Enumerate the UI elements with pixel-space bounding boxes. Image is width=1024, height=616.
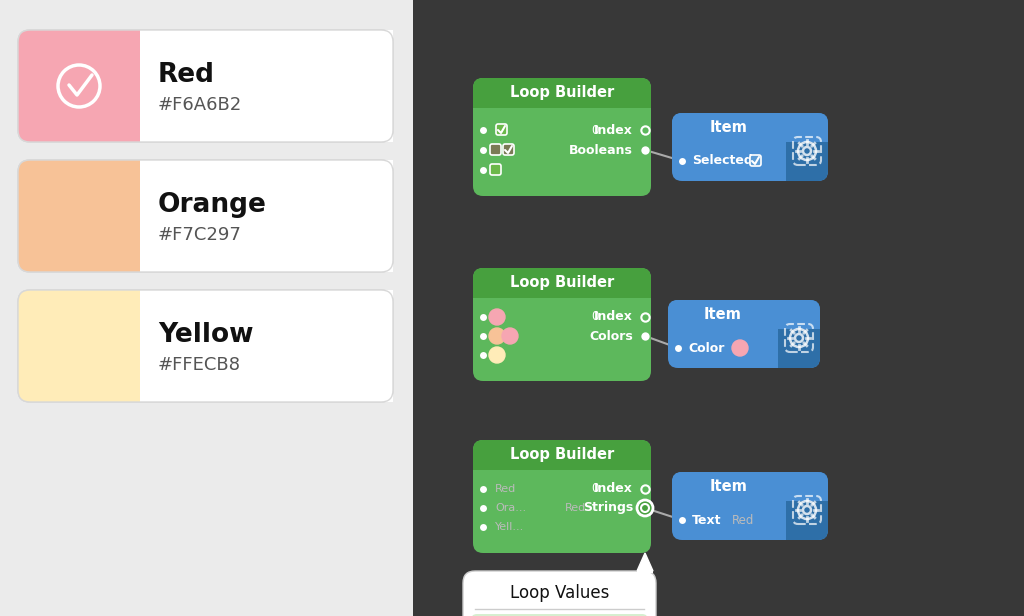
FancyBboxPatch shape [128, 160, 140, 272]
FancyBboxPatch shape [18, 30, 140, 142]
FancyBboxPatch shape [413, 0, 1024, 616]
FancyBboxPatch shape [668, 300, 820, 329]
FancyBboxPatch shape [503, 144, 514, 155]
Text: Red: Red [158, 62, 215, 88]
Text: Orange: Orange [158, 192, 267, 218]
Text: 0: 0 [592, 123, 599, 137]
Text: #FFECB8: #FFECB8 [158, 356, 241, 374]
FancyBboxPatch shape [473, 93, 651, 108]
FancyBboxPatch shape [140, 30, 393, 142]
Text: Item: Item [705, 307, 742, 322]
FancyBboxPatch shape [471, 614, 648, 616]
FancyBboxPatch shape [140, 160, 393, 272]
FancyBboxPatch shape [473, 268, 651, 381]
Text: Yellow: Yellow [158, 322, 254, 348]
FancyBboxPatch shape [668, 300, 820, 368]
Text: #F6A6B2: #F6A6B2 [158, 96, 243, 114]
Text: Ora...: Ora... [495, 503, 526, 513]
FancyBboxPatch shape [672, 113, 828, 181]
Text: Loop Builder: Loop Builder [510, 447, 614, 463]
FancyBboxPatch shape [496, 124, 507, 135]
Text: Red: Red [732, 514, 755, 527]
FancyBboxPatch shape [473, 440, 651, 470]
Circle shape [732, 340, 748, 356]
FancyBboxPatch shape [473, 78, 651, 196]
FancyBboxPatch shape [140, 290, 393, 402]
FancyBboxPatch shape [18, 290, 393, 402]
FancyBboxPatch shape [786, 472, 798, 540]
Text: Index: Index [594, 123, 633, 137]
FancyBboxPatch shape [672, 128, 828, 142]
FancyBboxPatch shape [473, 440, 651, 553]
FancyBboxPatch shape [0, 0, 413, 616]
FancyBboxPatch shape [786, 113, 798, 181]
Circle shape [489, 328, 505, 344]
FancyBboxPatch shape [473, 78, 651, 108]
FancyBboxPatch shape [473, 268, 651, 298]
Text: Red: Red [495, 484, 516, 494]
FancyBboxPatch shape [18, 160, 393, 272]
FancyBboxPatch shape [18, 30, 393, 142]
Text: Index: Index [594, 482, 633, 495]
FancyBboxPatch shape [672, 472, 828, 501]
Text: Color: Color [688, 341, 724, 354]
Text: Text: Text [692, 514, 722, 527]
FancyBboxPatch shape [672, 487, 828, 501]
Circle shape [637, 500, 653, 516]
FancyBboxPatch shape [473, 455, 651, 470]
Text: Booleans: Booleans [569, 144, 633, 156]
FancyBboxPatch shape [128, 30, 140, 142]
Circle shape [489, 347, 505, 363]
FancyBboxPatch shape [786, 472, 828, 540]
Text: Index: Index [594, 310, 633, 323]
Text: Selected: Selected [692, 155, 753, 168]
FancyBboxPatch shape [750, 155, 761, 166]
Text: Loop Values: Loop Values [510, 584, 609, 602]
Circle shape [502, 328, 518, 344]
FancyBboxPatch shape [490, 144, 501, 155]
Text: Red: Red [565, 503, 586, 513]
Text: Item: Item [710, 120, 748, 135]
FancyBboxPatch shape [490, 164, 501, 175]
FancyBboxPatch shape [18, 160, 140, 272]
Text: Colors: Colors [589, 330, 633, 342]
FancyBboxPatch shape [778, 300, 790, 368]
Text: Yell...: Yell... [495, 522, 524, 532]
Text: Item: Item [710, 479, 748, 494]
FancyBboxPatch shape [637, 569, 653, 573]
Text: Loop Builder: Loop Builder [510, 86, 614, 100]
FancyBboxPatch shape [778, 300, 820, 368]
FancyBboxPatch shape [473, 283, 651, 298]
FancyBboxPatch shape [18, 290, 140, 402]
Text: Strings: Strings [583, 501, 633, 514]
Text: Loop Builder: Loop Builder [510, 275, 614, 291]
Text: 0: 0 [592, 482, 599, 495]
FancyBboxPatch shape [668, 315, 820, 329]
FancyBboxPatch shape [463, 571, 656, 616]
FancyBboxPatch shape [672, 113, 828, 142]
Text: 0: 0 [592, 310, 599, 323]
FancyBboxPatch shape [672, 472, 828, 540]
Text: #F7C297: #F7C297 [158, 226, 242, 244]
Polygon shape [637, 553, 653, 571]
FancyBboxPatch shape [786, 113, 828, 181]
FancyBboxPatch shape [128, 290, 140, 402]
Circle shape [489, 309, 505, 325]
